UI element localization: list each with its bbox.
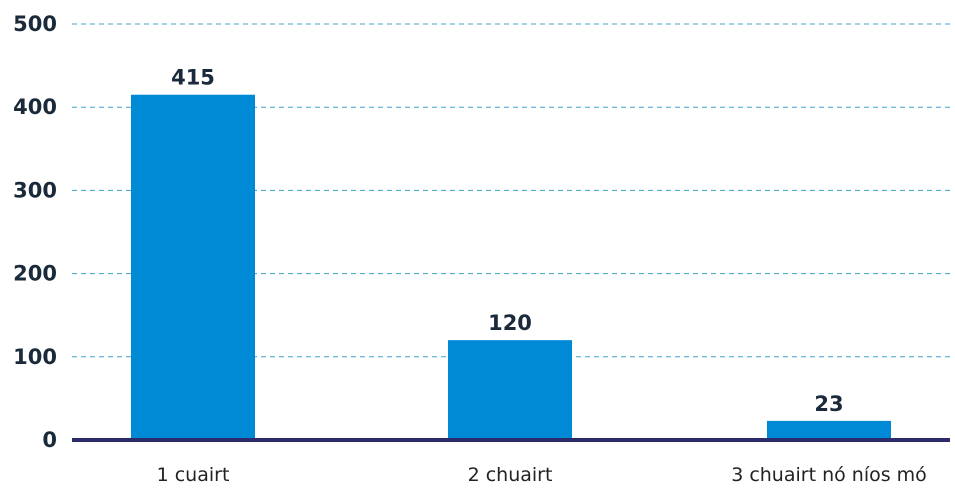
y-tick-label: 0	[42, 428, 57, 452]
x-axis-tick-labels: 1 cuairt 2 chuairt 3 chuairt nó níos mó	[157, 464, 927, 486]
bars	[131, 94, 891, 440]
x-tick-label: 1 cuairt	[157, 464, 230, 486]
data-labels: 415 120 23	[171, 66, 844, 416]
bar	[767, 420, 891, 440]
x-tick-label: 2 chuairt	[468, 464, 553, 486]
y-axis-tick-labels: 0 100 200 300 400 500	[13, 12, 57, 452]
bar	[448, 340, 572, 440]
y-tick-label: 300	[13, 178, 57, 202]
data-label: 415	[171, 66, 215, 90]
data-label: 120	[488, 311, 532, 335]
y-tick-label: 500	[13, 12, 57, 36]
y-tick-label: 400	[13, 95, 57, 119]
y-tick-label: 100	[13, 345, 57, 369]
data-label: 23	[814, 392, 843, 416]
bar	[131, 94, 255, 440]
y-tick-label: 200	[13, 262, 57, 286]
x-tick-label: 3 chuairt nó níos mó	[731, 464, 927, 486]
